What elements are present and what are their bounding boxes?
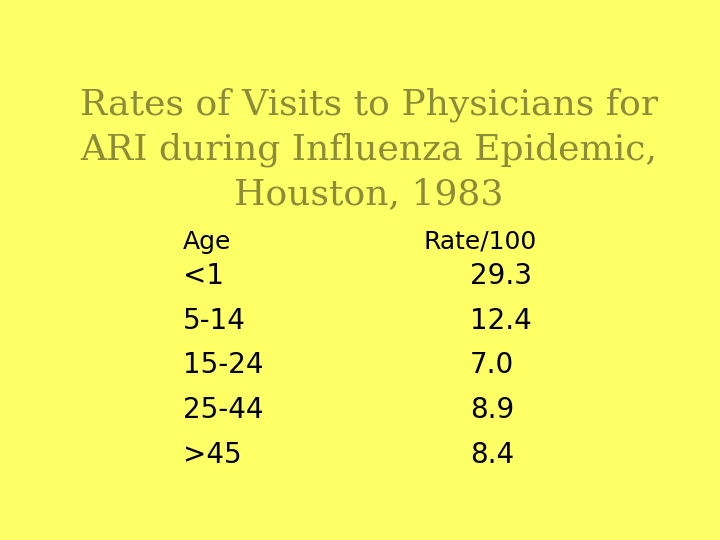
Text: <1: <1	[183, 262, 224, 290]
Text: Rate/100: Rate/100	[423, 230, 536, 254]
Text: 12.4: 12.4	[469, 307, 531, 335]
Text: 25-44: 25-44	[183, 396, 264, 424]
Text: Rates of Visits to Physicians for: Rates of Visits to Physicians for	[80, 88, 658, 123]
Text: 8.9: 8.9	[469, 396, 514, 424]
Text: 7.0: 7.0	[469, 351, 514, 379]
Text: 15-24: 15-24	[183, 351, 264, 379]
Text: 8.4: 8.4	[469, 441, 514, 469]
Text: ARI during Influenza Epidemic,: ARI during Influenza Epidemic,	[81, 132, 657, 167]
Text: >45: >45	[183, 441, 242, 469]
Text: Houston, 1983: Houston, 1983	[234, 177, 504, 211]
Text: Age: Age	[183, 230, 231, 254]
Text: 29.3: 29.3	[469, 262, 532, 290]
Text: 5-14: 5-14	[183, 307, 246, 335]
